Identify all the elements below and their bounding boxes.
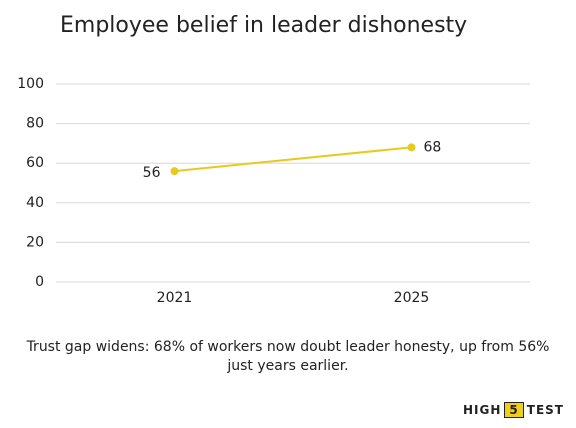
caption: Trust gap widens: 68% of workers now dou… bbox=[26, 339, 550, 374]
data-label: 56 bbox=[143, 165, 161, 181]
chart-title: Employee belief in leader dishonesty bbox=[60, 13, 467, 38]
y-tick-label: 60 bbox=[26, 155, 44, 171]
data-label: 68 bbox=[424, 139, 442, 155]
y-tick-label: 0 bbox=[35, 274, 44, 290]
point bbox=[407, 143, 416, 152]
x-tick-label: 2025 bbox=[394, 290, 430, 306]
line bbox=[174, 146, 412, 173]
point bbox=[170, 167, 179, 176]
y-tick-label: 100 bbox=[17, 76, 44, 92]
logo-text: HIGH bbox=[463, 403, 502, 417]
x-tick-label: 2021 bbox=[157, 290, 193, 306]
y-tick-label: 80 bbox=[26, 116, 44, 132]
y-tick-label: 40 bbox=[26, 195, 44, 211]
logo: HIGH 5 TEST bbox=[463, 402, 564, 418]
logo-mark: 5 bbox=[504, 402, 524, 418]
chart: Employee belief in leader dishonesty 0 20… bbox=[17, 13, 530, 306]
y-tick-label: 20 bbox=[26, 234, 44, 250]
logo-text: TEST bbox=[526, 403, 564, 417]
